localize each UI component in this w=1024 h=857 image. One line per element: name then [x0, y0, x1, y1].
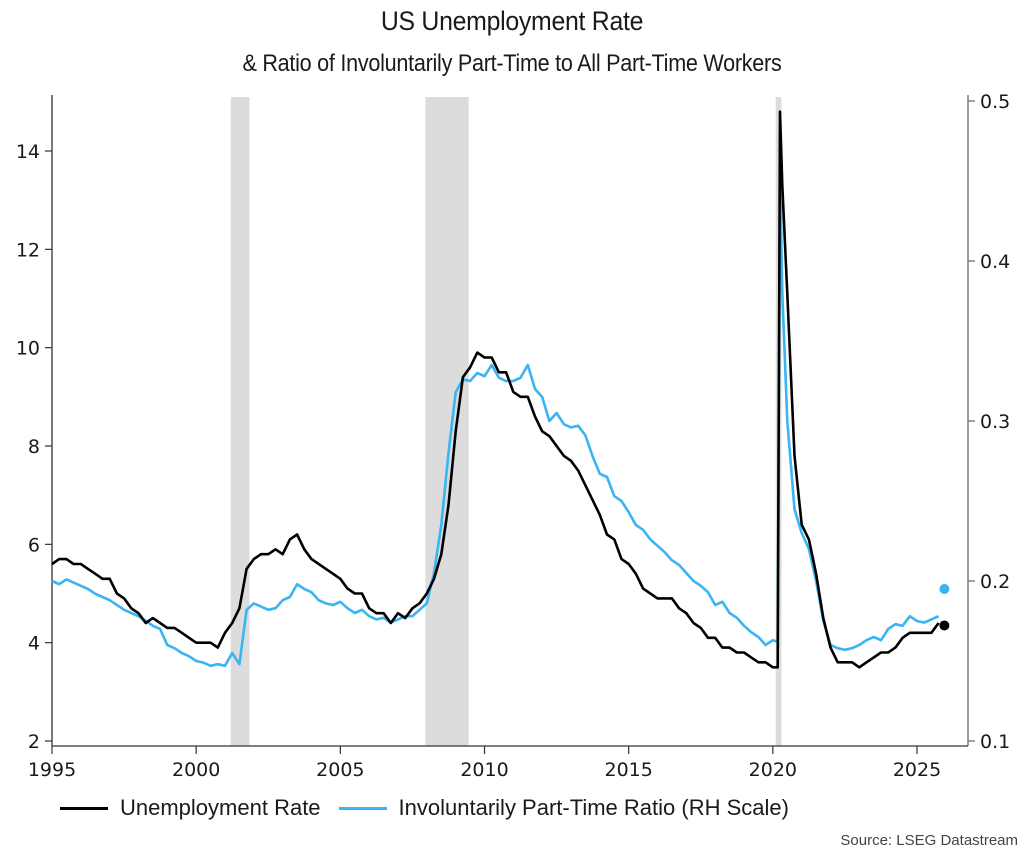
- y-right-tick-label: 0.5: [980, 91, 1010, 113]
- recession-bands: [230, 97, 782, 746]
- part-time-ratio-line: [51, 163, 940, 668]
- y-right-tick-label: 0.1: [980, 731, 1010, 753]
- y-left-tick-label: 14: [16, 141, 40, 163]
- x-tick-label: 2025: [893, 759, 941, 781]
- legend-swatch-black-icon: [60, 806, 108, 810]
- y-left-tick-label: 8: [28, 436, 40, 458]
- legend-item-unemployment: Unemployment Rate: [60, 795, 321, 821]
- y-right-tick-label: 0.4: [980, 251, 1010, 273]
- x-tick-label: 2005: [316, 759, 364, 781]
- latest-value-marker: [939, 620, 950, 631]
- chart-subtitle: & Ratio of Involuntarily Part-Time to Al…: [242, 50, 782, 77]
- y-left-tick-label: 12: [16, 239, 40, 261]
- latest-value-marker: [939, 584, 950, 594]
- y-left-tick-label: 2: [28, 731, 40, 753]
- x-tick-label: 2020: [749, 759, 797, 781]
- source-note: Source: LSEG Datastream: [840, 832, 1018, 849]
- recession-band: [230, 97, 250, 746]
- axes: 2 4 6 8 10 12 14 0.1 0.2 0.3 0.4 0.5 1995 2000 2005 201…: [16, 91, 1010, 781]
- legend-item-part-time-ratio: Involuntarily Part-Time Ratio (RH Scale): [338, 795, 789, 821]
- y-right-tick-label: 0.3: [980, 411, 1010, 433]
- y-left-tick-label: 10: [16, 338, 40, 360]
- x-tick-label: 1995: [28, 759, 76, 781]
- legend-label: Involuntarily Part-Time Ratio (RH Scale): [398, 795, 789, 820]
- x-tick-label: 2010: [460, 759, 508, 781]
- legend-label: Unemployment Rate: [120, 795, 321, 820]
- x-tick-label: 2000: [172, 759, 220, 781]
- unemployment-rate-line: [51, 110, 940, 669]
- recession-band: [425, 97, 469, 746]
- x-tick-label: 2015: [604, 759, 652, 781]
- series-lines: [51, 110, 950, 669]
- chart-title: US Unemployment Rate: [380, 6, 644, 36]
- legend: Unemployment Rate Involuntarily Part-Tim…: [60, 795, 807, 821]
- y-left-tick-label: 4: [28, 633, 40, 655]
- y-left-tick-label: 6: [28, 534, 40, 556]
- legend-swatch-blue-icon: [338, 806, 387, 810]
- y-right-tick-label: 0.2: [980, 571, 1010, 593]
